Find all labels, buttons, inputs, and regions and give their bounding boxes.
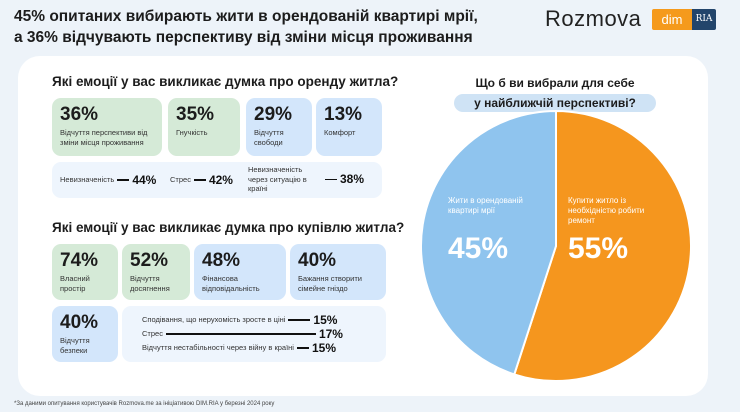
minor-item: Стрес 17%: [142, 327, 343, 341]
title-line-1: 45% опитаних вибирають жити в орендовані…: [14, 8, 478, 25]
buy-card: 48% Фінансова відповідальність: [194, 244, 286, 300]
minor-value: 38%: [340, 172, 365, 187]
rent-card: 29% Відчуття свободи: [246, 98, 312, 156]
minor-label: Стрес: [142, 329, 163, 338]
rent-question: Які емоції у вас викликає думка про орен…: [52, 74, 399, 89]
card-value: 52%: [130, 250, 169, 271]
minor-label: Невизначеність: [60, 175, 115, 184]
card-label: Відчуття безпеки: [60, 336, 90, 355]
card-label: Бажання створити сімейне гніздо: [298, 274, 362, 293]
title-line-2: а 36% відчувають перспективу від зміни м…: [14, 29, 473, 46]
card-label: Відчуття перспективи від зміни місця про…: [60, 128, 148, 147]
minor-item: Невизначеність 44%: [60, 173, 156, 187]
minor-value: 42%: [208, 173, 233, 187]
minor-label: Невизначеність через ситуацію в країні: [248, 165, 307, 193]
dash: [165, 333, 316, 335]
pie-title: Що б ви вибрали для себе у найближчій пер…: [420, 76, 690, 112]
dash: [325, 178, 337, 180]
footnote: *За даними опитування користувачів Rozmo…: [14, 401, 275, 407]
minor-label: Відчуття нестабільності через війну в кр…: [142, 343, 294, 352]
pie-slice-0: [513, 109, 692, 382]
pie-slice-1: [420, 109, 557, 376]
card-label: Відчуття свободи: [254, 128, 284, 147]
rent-card: 36% Відчуття перспективи від зміни місця …: [52, 98, 162, 156]
card-value: 40%: [298, 250, 337, 271]
dash: [288, 319, 311, 321]
dash: [193, 179, 206, 181]
pie-title-line-1: Що б ви вибрали для себе: [475, 76, 635, 90]
card-value: 48%: [202, 250, 241, 271]
minor-label: Стрес: [170, 175, 191, 184]
dim-logo: dim: [652, 9, 692, 30]
minor-item: Стрес 42%: [170, 173, 233, 187]
card-label: Гнучкість: [176, 128, 208, 137]
rozmova-logo: Rozmova: [545, 6, 642, 31]
card-value: 36%: [60, 104, 99, 125]
card-label: Власний простір: [60, 274, 90, 293]
slice-label-rent: Жити в орендованій квартирі мрії: [448, 196, 523, 215]
minor-label: Сподівання, що нерухомість зросте в ціні: [142, 315, 286, 324]
minor-item: Сподівання, що нерухомість зросте в ціні…: [142, 313, 337, 327]
buy-question: Які емоції у вас викликає думка про купі…: [52, 220, 405, 235]
rent-minor-strip: Невизначеність 44% Стрес 42% Невизначеніст…: [52, 162, 382, 198]
pie-title-line-2: у найближчій перспективі?: [454, 94, 656, 112]
slice-value-buy: 55%: [568, 232, 629, 265]
card-label: Відчуття досягнення: [130, 274, 170, 293]
buy-card: 52% Відчуття досягнення: [122, 244, 190, 300]
minor-value: 15%: [313, 313, 338, 327]
card-value: 40%: [60, 312, 99, 333]
minor-item: Відчуття нестабільності через війну в кр…: [142, 341, 336, 355]
slice-value-rent: 45%: [448, 232, 509, 265]
card-label: Фінансова відповідальність: [202, 274, 260, 293]
minor-value: 17%: [318, 327, 343, 341]
card-value: 35%: [176, 104, 215, 125]
page-title: 45% опитаних вибирають жити в орендовані…: [14, 6, 539, 48]
minor-item: Невизначеність через ситуацію в країні 38…: [248, 165, 364, 194]
buy-card: 40% Бажання створити сімейне гніздо: [290, 244, 386, 300]
buy-minor-strip: Сподівання, що нерухомість зросте в ціні…: [122, 306, 386, 362]
card-value: 13%: [324, 104, 363, 125]
minor-value: 15%: [311, 341, 337, 355]
card-label: Комфорт: [324, 128, 356, 137]
card-value: 29%: [254, 104, 293, 125]
ria-logo: RIA: [692, 9, 716, 30]
rent-card: 13% Комфорт: [316, 98, 382, 156]
dash: [117, 179, 130, 181]
rent-card: 35% Гнучкість: [168, 98, 240, 156]
card-value: 74%: [60, 250, 99, 271]
slice-label-buy: Купити житло із необхідністю робити ремо…: [568, 196, 645, 225]
buy-card: 40% Відчуття безпеки: [52, 306, 118, 362]
buy-card: 74% Власний простір: [52, 244, 118, 300]
dash: [296, 347, 309, 349]
minor-value: 44%: [132, 173, 157, 187]
